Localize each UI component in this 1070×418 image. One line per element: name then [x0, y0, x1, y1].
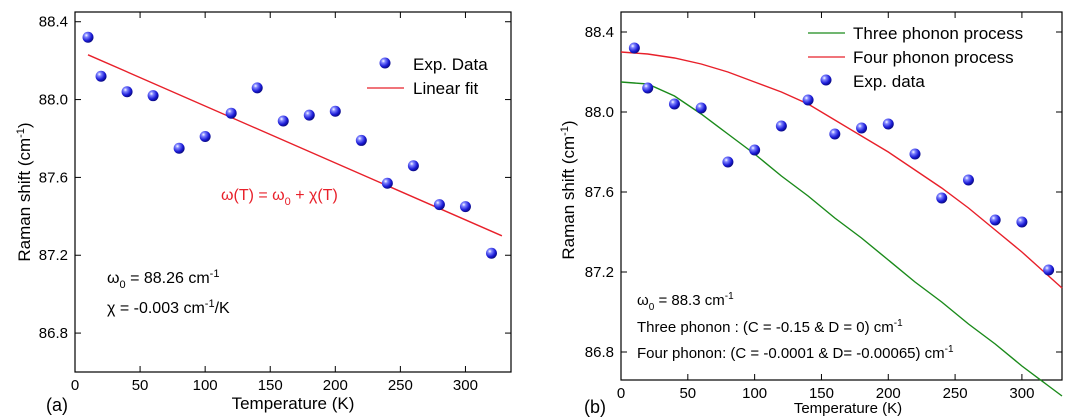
data-point: [147, 90, 159, 102]
annotation-chi: χ = -0.003 cm-1/K: [107, 298, 230, 317]
legend-marker: [820, 74, 832, 86]
fit-lines: [87, 54, 503, 237]
panel-b: 0 50 100 150 200 250 300 86.8 87.2 87.6 88.0 88.4 T…: [559, 11, 1063, 417]
y-tick-label: 87.2: [39, 247, 68, 264]
data-point: [829, 128, 841, 140]
data-point: [936, 192, 948, 204]
data-point: [882, 118, 894, 130]
y-tick-label: 87.2: [585, 264, 614, 281]
legend: Three phonon process Four phonon process…: [808, 24, 1023, 91]
y-tick-label: 88.0: [585, 104, 614, 121]
data-point: [695, 102, 707, 114]
legend-marker: [379, 57, 391, 69]
data-point: [251, 82, 263, 94]
x-tick-label: 200: [323, 377, 348, 394]
data-points: [82, 31, 497, 259]
x-tick-label: 250: [943, 385, 968, 402]
legend-label-points: Exp. data: [853, 72, 925, 91]
data-point: [199, 131, 211, 143]
x-tick-label: 50: [132, 377, 149, 394]
data-point: [459, 201, 471, 213]
data-point: [749, 144, 761, 156]
data-point: [329, 105, 341, 117]
series-line-1: [620, 51, 1063, 289]
data-point: [909, 148, 921, 160]
data-point: [642, 82, 654, 94]
plot-frame: [620, 11, 1063, 381]
data-point: [95, 70, 107, 82]
data-point: [303, 109, 315, 121]
annotation-four-phonon: Four phonon: (C = -0.0001 & D= -0.00065)…: [637, 344, 954, 362]
data-point: [962, 174, 974, 186]
legend-label-points: Exp. Data: [413, 55, 488, 74]
data-point: [628, 42, 640, 54]
legend-label-four-phonon: Four phonon process: [853, 48, 1014, 67]
data-point: [433, 199, 445, 211]
x-tick-label: 50: [679, 385, 696, 402]
data-point: [775, 120, 787, 132]
x-tick-label: 0: [617, 385, 625, 402]
x-tick-label: 150: [258, 377, 283, 394]
y-axis-label: Raman shift (cm-1): [559, 120, 578, 259]
data-point: [407, 160, 419, 172]
y-axis-label: Raman shift (cm-1): [15, 122, 34, 261]
tick-marks: 0 50 100 150 200 250 300 86.8 87.2 87.6 88.0 88.4: [39, 12, 511, 394]
y-tick-label: 86.8: [39, 325, 68, 342]
annotation-omega: ω0 = 88.3 cm-1: [637, 291, 734, 313]
data-point: [722, 156, 734, 168]
x-tick-label: 250: [388, 377, 413, 394]
fit-formula: ω(T) = ω0 + χ(T): [221, 187, 338, 208]
annotation-omega: ω0 = 88.26 cm-1: [107, 268, 219, 291]
data-point: [668, 98, 680, 110]
x-tick-label: 0: [71, 377, 79, 394]
legend: Exp. Data Linear fit: [367, 55, 488, 98]
series-line-0: [87, 54, 503, 237]
y-tick-label: 87.6: [585, 184, 614, 201]
y-tick-label: 88.4: [585, 24, 614, 41]
data-points: [628, 42, 1055, 276]
y-tick-label: 87.6: [39, 169, 68, 186]
x-tick-label: 300: [453, 377, 478, 394]
x-tick-label: 150: [809, 385, 834, 402]
data-point: [355, 134, 367, 146]
x-axis-label: Temperature (K): [232, 394, 355, 413]
x-tick-label: 100: [193, 377, 218, 394]
x-axis-label: Temperature (K): [794, 400, 902, 417]
plot-frame: [74, 11, 512, 373]
legend-label-three-phonon: Three phonon process: [853, 24, 1023, 43]
data-point: [802, 94, 814, 106]
y-tick-label: 88.0: [39, 92, 68, 109]
data-point: [989, 214, 1001, 226]
panel-a: 0 50 100 150 200 250 300 86.8 87.2 87.6 88.0 88.4 T…: [15, 11, 512, 415]
data-point: [121, 86, 133, 98]
x-tick-label: 200: [876, 385, 901, 402]
panel-label: (b): [584, 397, 606, 417]
data-point: [225, 107, 237, 119]
data-point: [82, 31, 94, 43]
x-tick-label: 300: [1009, 385, 1034, 402]
legend-label-fit: Linear fit: [413, 79, 478, 98]
data-point: [381, 177, 393, 189]
data-point: [856, 122, 868, 134]
panel-label: (a): [46, 395, 68, 415]
data-point: [173, 142, 185, 154]
data-point: [277, 115, 289, 127]
x-tick-label: 100: [742, 385, 767, 402]
data-point: [1043, 264, 1055, 276]
annotation-three-phonon: Three phonon : (C = -0.15 & D = 0) cm-1: [637, 318, 903, 336]
y-tick-label: 86.8: [585, 344, 614, 361]
tick-marks: 0 50 100 150 200 250 300 86.8 87.2 87.6 88.0 88.4: [585, 12, 1062, 402]
data-point: [1016, 216, 1028, 228]
y-tick-label: 88.4: [39, 14, 68, 31]
data-point: [485, 247, 497, 259]
